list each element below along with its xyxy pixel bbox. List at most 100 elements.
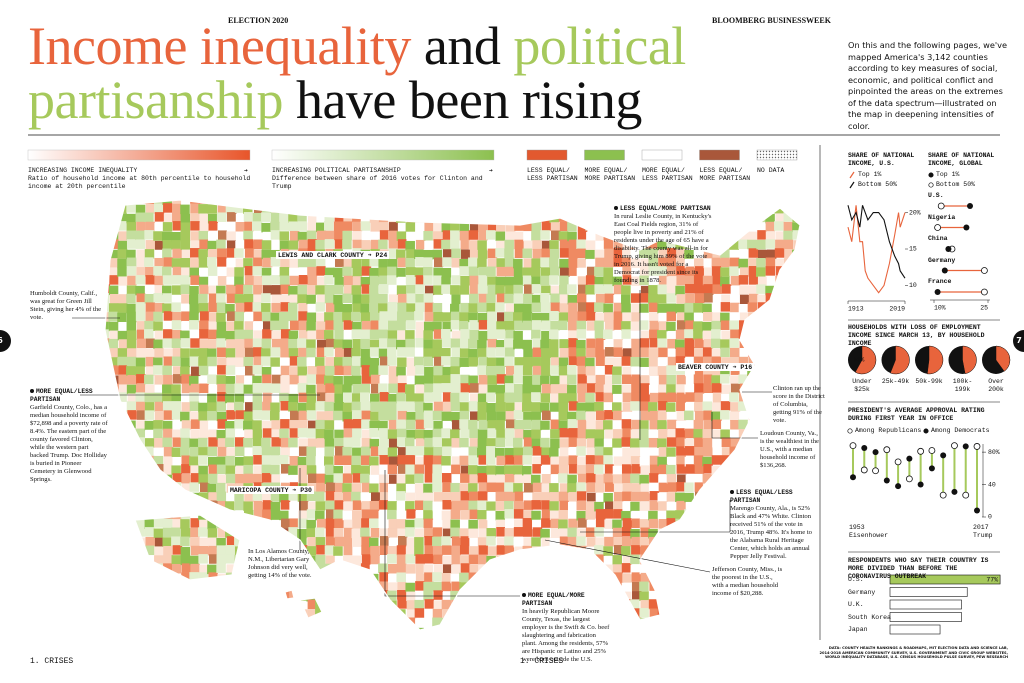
bar [889, 574, 1001, 585]
county-cell [451, 438, 462, 448]
county-cell [702, 401, 712, 411]
county-cell [424, 627, 434, 630]
county-cell [171, 536, 181, 546]
county-cell [280, 518, 291, 529]
county-cell [108, 582, 119, 593]
county-cell [594, 203, 605, 213]
county-cell [397, 455, 407, 465]
county-cell [226, 447, 236, 457]
county-cell [757, 276, 768, 287]
county-cell [649, 329, 659, 340]
county-cell [667, 392, 677, 403]
county-cell [486, 392, 496, 402]
county-cell [424, 285, 435, 296]
county-cell [649, 608, 660, 619]
county-cell [207, 393, 217, 404]
county-cell [613, 302, 624, 313]
county-cell [505, 212, 516, 223]
county-cell [487, 258, 498, 268]
county-cell [730, 474, 741, 485]
county-cell [460, 239, 471, 250]
county-cell [441, 375, 452, 385]
county-cell [703, 312, 713, 322]
county-cell [801, 610, 811, 620]
county-cell [118, 384, 129, 394]
county-cell [369, 284, 379, 295]
county-cell [523, 500, 534, 510]
county-cell [648, 248, 658, 259]
county-cell [676, 474, 687, 484]
county-cell [694, 591, 704, 602]
county-cell [279, 600, 290, 610]
county-cell [189, 590, 200, 600]
county-cell [342, 600, 353, 611]
county-cell [361, 410, 372, 421]
county-cell [802, 617, 812, 627]
county-cell [469, 203, 479, 213]
county-cell [163, 456, 174, 467]
county-cell [342, 303, 352, 314]
county-cell [576, 582, 587, 593]
county-cell [730, 203, 740, 214]
county-cell [163, 348, 174, 358]
county-cell [477, 204, 487, 214]
county-cell [801, 195, 811, 205]
county-cell [378, 500, 389, 510]
county-cell [720, 492, 730, 502]
source: DATA: COUNTY HEALTH RANKINGS & ROADMAPS,… [819, 646, 1008, 660]
county-cell [648, 366, 659, 377]
county-cell [343, 437, 353, 447]
county-cell [540, 465, 551, 476]
county-cell [423, 330, 433, 340]
county-cell [369, 339, 380, 349]
county-cell [207, 528, 218, 538]
county-cell [657, 240, 667, 251]
county-cell [649, 500, 659, 511]
county-cell [640, 483, 651, 493]
county-cell [118, 617, 129, 627]
row-label: Germany [928, 256, 956, 264]
county-cell [226, 590, 237, 601]
county-cell [675, 527, 685, 538]
county-cell [415, 438, 426, 448]
county-cell [658, 582, 668, 592]
county-cell [613, 609, 624, 620]
county-cell [181, 572, 191, 583]
county-cell [208, 321, 219, 332]
county-cell [127, 582, 138, 592]
county-cell [775, 312, 785, 323]
county-cell [324, 581, 335, 591]
county-cell [459, 555, 470, 565]
county-cell [343, 465, 354, 475]
county-cell [748, 212, 758, 223]
county-cell [199, 537, 210, 548]
county-cell [576, 554, 586, 565]
county-cell [523, 221, 534, 232]
county-cell [289, 510, 300, 521]
county-cell [504, 392, 514, 403]
county-cell [351, 375, 362, 386]
county-cell [154, 257, 164, 268]
county-cell [658, 510, 668, 521]
legend-swatch [584, 149, 625, 161]
county-cell [630, 447, 641, 457]
county-cell [324, 275, 334, 285]
county-cell [153, 321, 163, 331]
county-cell [594, 429, 605, 439]
county-cell [594, 221, 604, 232]
county-cell [450, 482, 460, 493]
county-cell [244, 590, 254, 600]
legend-label: Top 1% [858, 171, 882, 178]
county-cell [153, 599, 164, 610]
county-cell [442, 249, 453, 259]
county-cell [279, 240, 290, 251]
county-cell [577, 311, 588, 321]
county-cell [342, 411, 352, 422]
county-cell [172, 200, 182, 205]
county-cell [468, 500, 478, 511]
county-cell [550, 411, 561, 422]
county-cell [216, 582, 226, 593]
county-cell [585, 240, 596, 250]
county-cell [721, 231, 731, 242]
county-cell [352, 537, 362, 547]
